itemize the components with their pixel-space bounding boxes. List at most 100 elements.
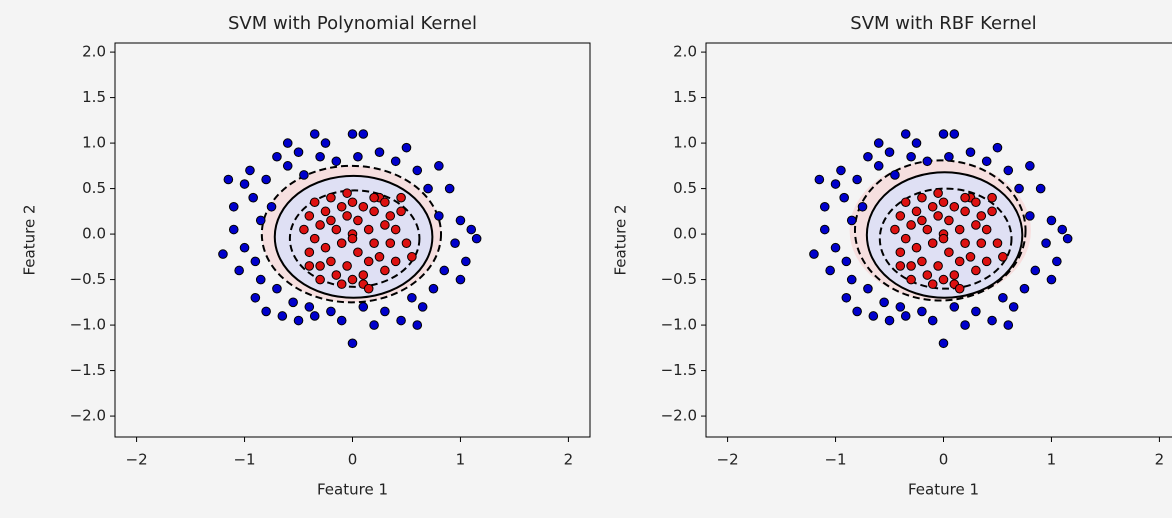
point — [939, 234, 948, 243]
y-tick-label: −0.5 — [70, 270, 106, 288]
point — [451, 239, 460, 248]
point — [961, 207, 970, 216]
y-tick-label: 1.0 — [82, 134, 106, 152]
point — [1058, 225, 1067, 234]
point — [1036, 184, 1045, 193]
point — [912, 207, 921, 216]
point — [354, 216, 363, 225]
point — [847, 216, 856, 225]
point — [923, 157, 932, 166]
x-tick-label: −1 — [233, 451, 255, 469]
y-tick-label: 0.5 — [673, 179, 697, 197]
point — [999, 253, 1008, 262]
point — [381, 266, 390, 275]
point — [918, 193, 927, 202]
point — [310, 312, 319, 321]
point — [891, 171, 900, 180]
point — [359, 202, 368, 211]
point — [988, 193, 997, 202]
point — [348, 275, 357, 284]
point — [896, 212, 905, 221]
point — [891, 225, 900, 234]
point — [397, 193, 406, 202]
point — [885, 316, 894, 325]
point — [896, 303, 905, 312]
point — [229, 202, 238, 211]
point — [321, 139, 330, 148]
x-tick-label: 0 — [939, 451, 949, 469]
point — [945, 216, 954, 225]
point — [435, 212, 444, 221]
point — [1042, 239, 1051, 248]
point — [1020, 284, 1029, 293]
point — [928, 316, 937, 325]
point — [864, 152, 873, 161]
point — [820, 225, 829, 234]
x-tick-label: 2 — [1155, 451, 1165, 469]
y-tick-label: 0.5 — [82, 179, 106, 197]
y-tick-label: −1.5 — [70, 361, 106, 379]
point — [408, 293, 417, 302]
point — [923, 271, 932, 280]
point — [874, 139, 883, 148]
point — [977, 239, 986, 248]
point — [1063, 234, 1072, 243]
point — [467, 225, 476, 234]
y-tick-label: 1.5 — [82, 88, 106, 106]
point — [831, 243, 840, 252]
point — [251, 257, 260, 266]
point — [912, 243, 921, 252]
point — [972, 307, 981, 316]
y-tick-label: −2.0 — [661, 407, 697, 425]
point — [977, 212, 986, 221]
point — [370, 321, 379, 330]
point — [316, 275, 325, 284]
point — [1015, 184, 1024, 193]
point — [918, 216, 927, 225]
point — [456, 275, 465, 284]
point — [332, 157, 341, 166]
point — [982, 157, 991, 166]
point — [945, 248, 954, 257]
point — [988, 316, 997, 325]
point — [896, 248, 905, 257]
point — [348, 130, 357, 139]
point — [289, 298, 298, 307]
y-tick-label: −1.5 — [661, 361, 697, 379]
point — [256, 216, 265, 225]
point — [815, 175, 824, 184]
point — [364, 257, 373, 266]
point — [934, 189, 943, 198]
point — [847, 275, 856, 284]
y-tick-label: 0.0 — [82, 225, 106, 243]
point — [337, 202, 346, 211]
point — [240, 180, 249, 189]
point — [381, 198, 390, 207]
point — [251, 293, 260, 302]
point — [972, 221, 981, 230]
point — [1053, 257, 1062, 266]
point — [402, 239, 411, 248]
point — [386, 212, 395, 221]
point — [278, 312, 287, 321]
point — [424, 184, 433, 193]
point — [354, 248, 363, 257]
point — [928, 239, 937, 248]
point — [1004, 166, 1013, 175]
point — [1004, 321, 1013, 330]
point — [343, 262, 352, 271]
point — [462, 257, 471, 266]
point — [240, 243, 249, 252]
point — [375, 148, 384, 157]
point — [842, 257, 851, 266]
point — [928, 280, 937, 289]
point — [1047, 275, 1056, 284]
point — [950, 130, 959, 139]
point — [327, 307, 336, 316]
x-tick-label: 1 — [456, 451, 466, 469]
point — [235, 266, 244, 275]
point — [364, 225, 373, 234]
point — [1026, 212, 1035, 221]
point — [348, 339, 357, 348]
point — [224, 175, 233, 184]
